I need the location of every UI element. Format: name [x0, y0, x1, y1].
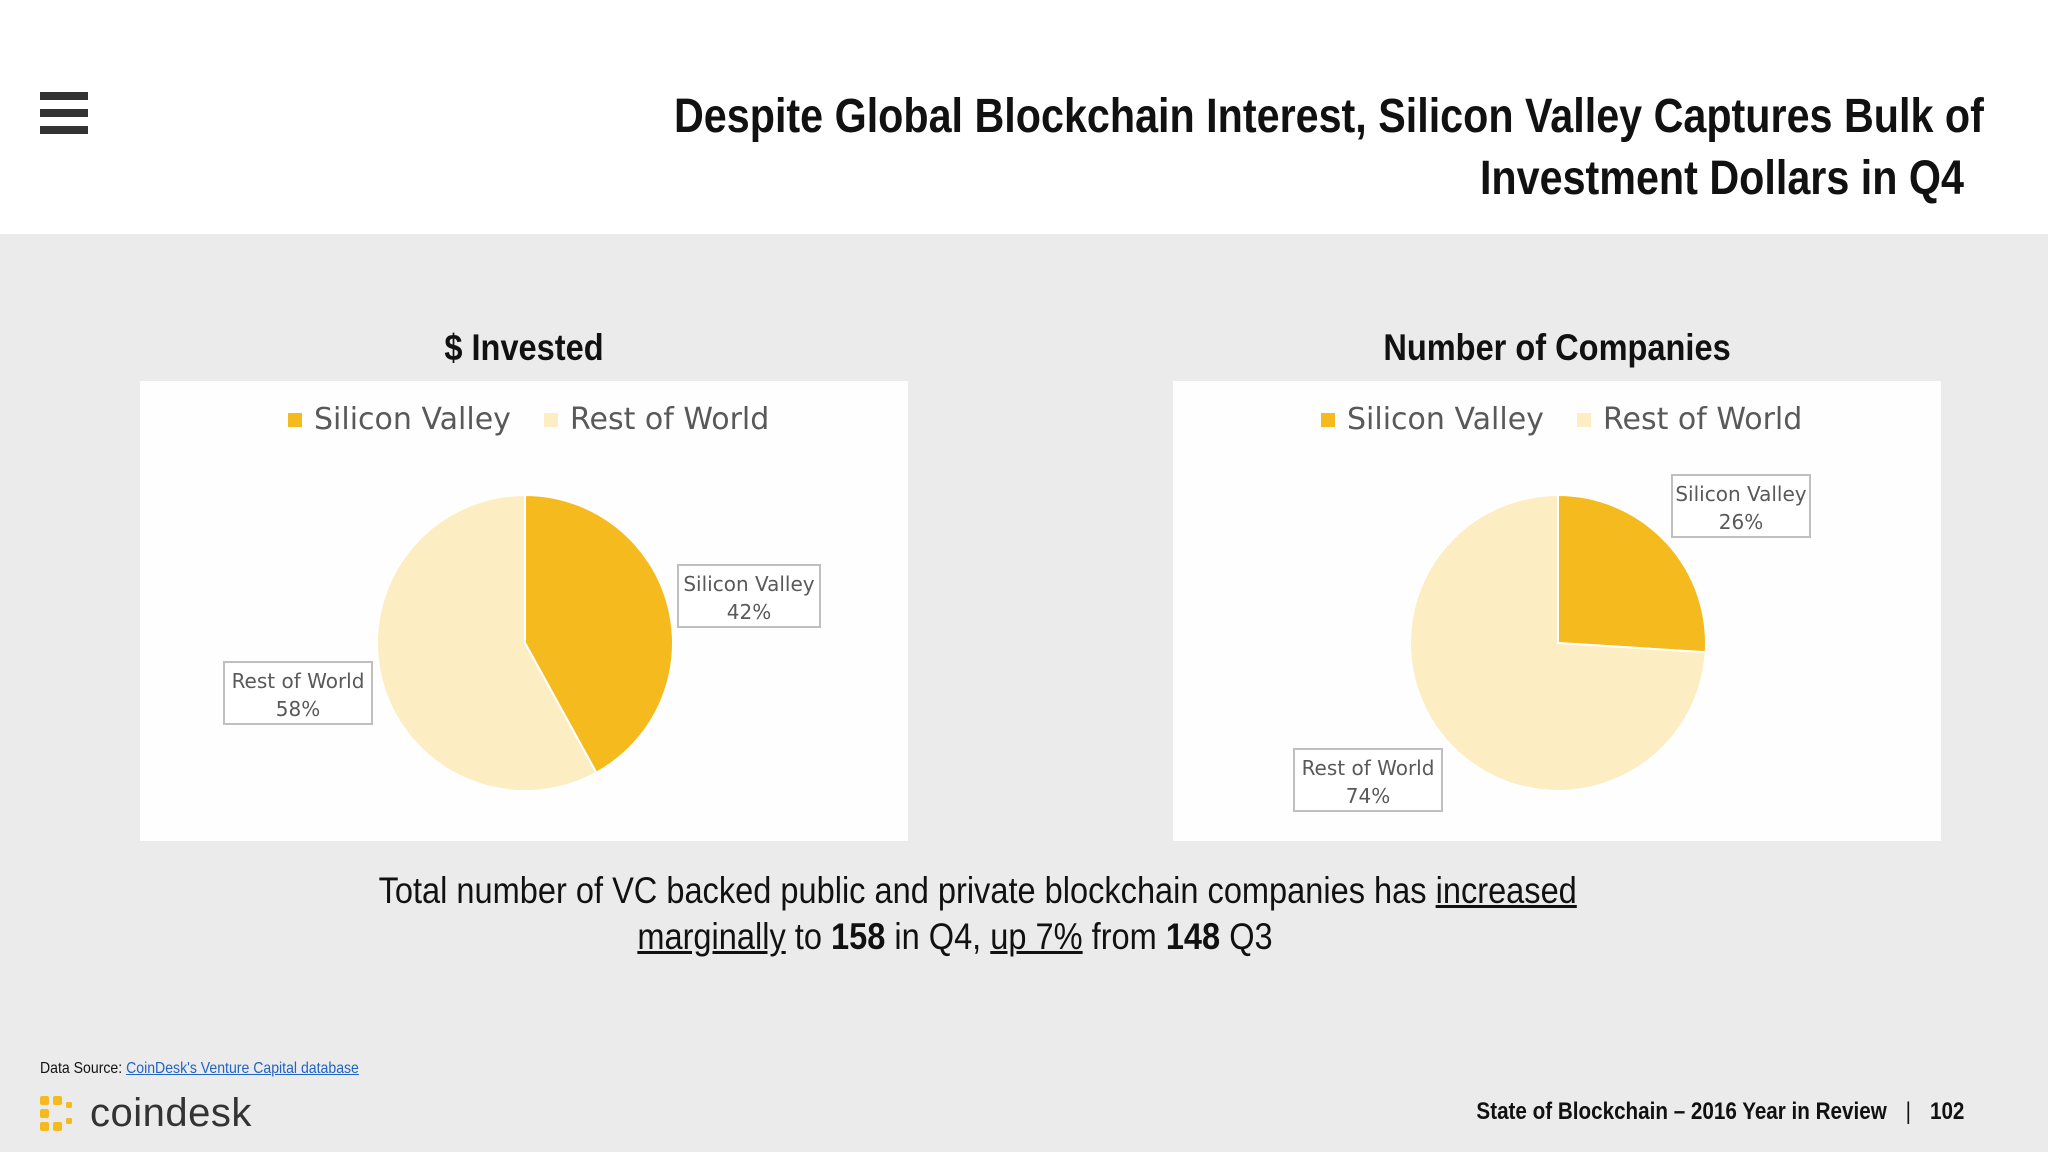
- coindesk-logo-text: coindesk: [90, 1091, 252, 1135]
- callout-category: Silicon Valley: [683, 572, 814, 596]
- data-label-rest-of-world: Rest of World 74%: [1293, 748, 1443, 812]
- legend-label: Rest of World: [570, 402, 769, 437]
- summary-line-2: marginally to 158 in Q4, up 7% from 148 …: [637, 916, 1273, 957]
- coindesk-logo-icon: [40, 1096, 72, 1131]
- legend-label: Rest of World: [1603, 402, 1802, 437]
- slide-footer: State of Blockchain – 2016 Year in Revie…: [1476, 1098, 1964, 1126]
- coindesk-logo[interactable]: coindesk: [38, 1090, 298, 1138]
- invested-chart-panel: Silicon Valley Rest of World Silicon Valle…: [140, 381, 908, 841]
- data-label-rest-of-world: Rest of World 58%: [223, 661, 373, 725]
- legend-swatch: [1321, 413, 1335, 427]
- callout-category: Rest of World: [232, 669, 365, 693]
- legend-item-1: Rest of World: [1577, 402, 1802, 437]
- pie-slice-silicon-valley: [1557, 493, 1707, 654]
- legend-label: Silicon Valley: [314, 402, 511, 437]
- companies-chart-panel: Silicon Valley Rest of World Silicon Valle…: [1173, 381, 1941, 841]
- slide-header: Despite Global Blockchain Interest, Sili…: [0, 0, 2048, 234]
- callout-category: Rest of World: [1302, 756, 1435, 780]
- slide-title-line-2: Investment Dollars in Q4: [1479, 152, 1964, 205]
- slide-title: Despite Global Blockchain Interest, Sili…: [674, 86, 1984, 210]
- callout-box: [1293, 748, 1443, 812]
- pie-slice-silicon-valley: [524, 493, 674, 775]
- data-label-silicon-valley: Silicon Valley 42%: [677, 564, 821, 628]
- data-source-link[interactable]: CoinDesk's Venture Capital database: [126, 1060, 359, 1077]
- callout-box: [1671, 474, 1811, 538]
- data-source-label: Data Source:: [40, 1060, 127, 1077]
- callout-category: Silicon Valley: [1675, 482, 1806, 506]
- data-source: Data Source: CoinDesk's Venture Capital …: [40, 1060, 359, 1078]
- data-label-silicon-valley: Silicon Valley 26%: [1671, 474, 1811, 538]
- hamburger-menu-icon[interactable]: [40, 92, 88, 134]
- callout-box: [677, 564, 821, 628]
- legend-item-0: Silicon Valley: [1321, 402, 1544, 437]
- footer-separator: |: [1905, 1098, 1911, 1125]
- callout-value: 26%: [1719, 510, 1763, 534]
- report-title: State of Blockchain – 2016 Year in Revie…: [1476, 1098, 1887, 1125]
- legend-label: Silicon Valley: [1347, 402, 1544, 437]
- slide-title-line-1: Despite Global Blockchain Interest, Sili…: [674, 90, 1984, 143]
- legend-swatch: [1577, 413, 1591, 427]
- invested-chart-title: $ Invested: [444, 327, 604, 368]
- callout-value: 74%: [1346, 784, 1390, 808]
- summary-text: Total number of VC backed public and pri…: [378, 868, 1577, 960]
- callout-box: [223, 661, 373, 725]
- legend-swatch: [288, 413, 302, 427]
- pie-slice-rest-of-world: [1409, 493, 1707, 792]
- invested-pie-chart: Silicon Valley Rest of World Silicon Valle…: [223, 402, 821, 792]
- legend-item-1: Rest of World: [544, 402, 769, 437]
- callout-value: 42%: [727, 600, 771, 624]
- pie-slice-rest-of-world: [376, 493, 598, 792]
- page-number: 102: [1929, 1098, 1964, 1125]
- legend-swatch: [544, 413, 558, 427]
- companies-pie-chart: Silicon Valley Rest of World Silicon Valle…: [1293, 402, 1811, 812]
- companies-chart-title: Number of Companies: [1383, 327, 1731, 368]
- callout-value: 58%: [276, 697, 320, 721]
- summary-line-1: Total number of VC backed public and pri…: [378, 870, 1577, 911]
- legend-item-0: Silicon Valley: [288, 402, 511, 437]
